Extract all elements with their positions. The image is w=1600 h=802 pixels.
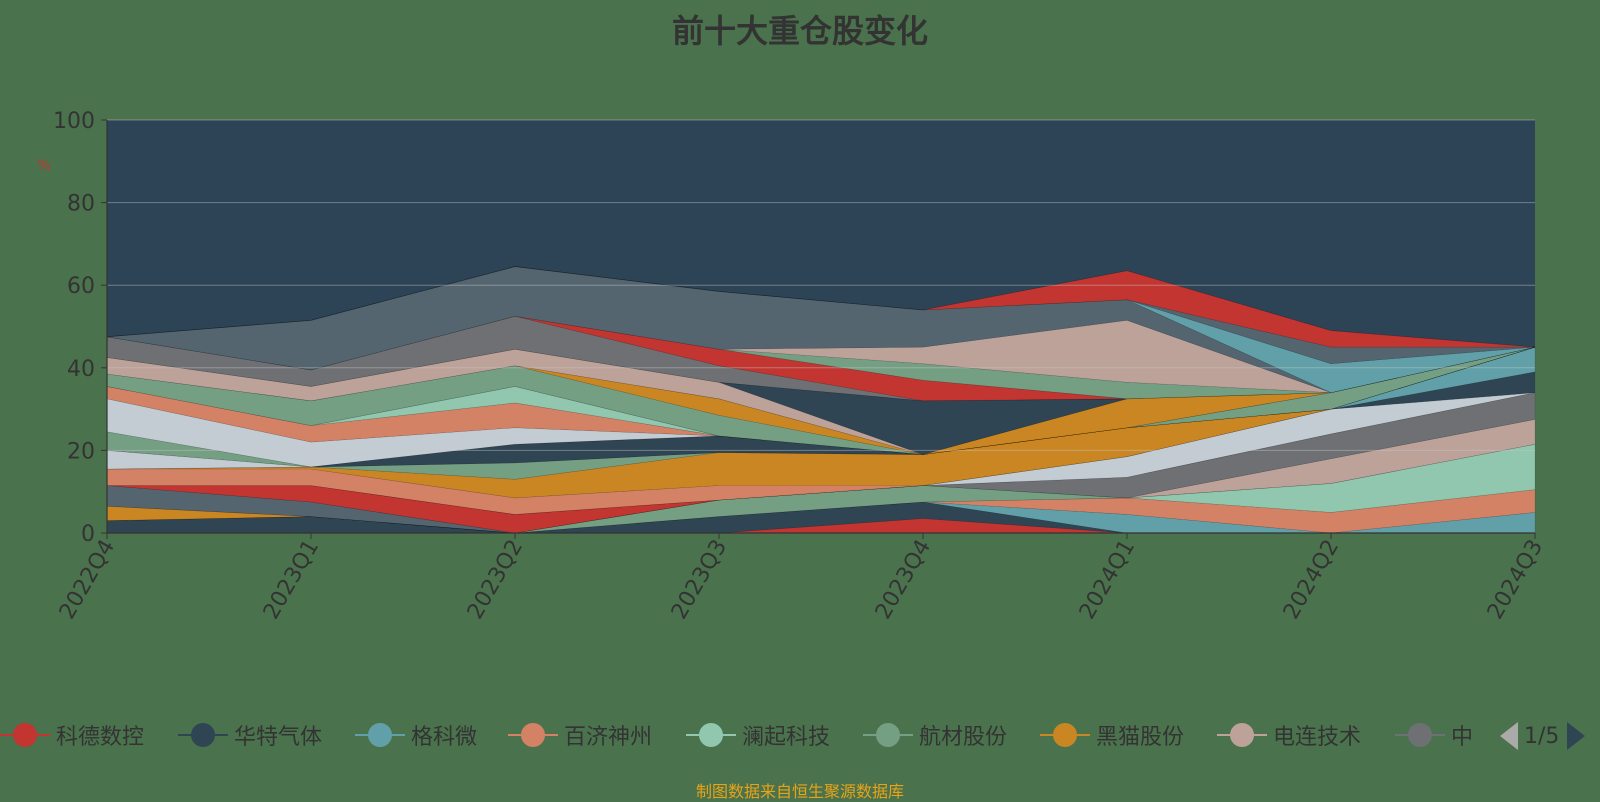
y-axis-unit: %: [37, 158, 50, 174]
legend-item[interactable]: 科德数控: [0, 716, 144, 754]
x-tick-label: 2024Q1: [1075, 536, 1140, 624]
legend-label: 科德数控: [56, 725, 145, 750]
y-tick-label: 80: [67, 192, 95, 217]
legend-item[interactable]: 华特气体: [178, 716, 322, 754]
source-note: 制图数据来自恒生聚源数据库: [695, 782, 904, 801]
legend-label: 澜起科技: [742, 725, 831, 750]
x-tick-label: 2023Q2: [463, 536, 528, 624]
x-tick-label: 2023Q1: [259, 536, 324, 624]
next-page-icon[interactable]: [1567, 722, 1586, 750]
y-tick-label: 40: [67, 357, 95, 382]
legend-symbol-icon: [686, 720, 736, 750]
legend-label: 黑猫股份: [1096, 725, 1185, 750]
prev-page-icon[interactable]: [1500, 722, 1518, 750]
y-tick-label: 60: [67, 274, 95, 299]
x-tick-label: 2023Q3: [667, 536, 732, 624]
legend-item[interactable]: 中: [1395, 716, 1473, 754]
legend: 科德数控 华特气体 格科微 百济神州 澜起科技 航材股份 黑猫股份 电连技术 中: [0, 716, 1600, 754]
legend-label: 中: [1451, 725, 1474, 750]
y-tick-label: 100: [53, 109, 95, 134]
chart-title: 前十大重仓股变化: [671, 12, 928, 50]
legend-symbol-icon: [1395, 720, 1445, 750]
legend-item[interactable]: 黑猫股份: [1040, 716, 1184, 754]
legend-label: 华特气体: [234, 725, 323, 750]
x-tick-label: 2024Q2: [1279, 536, 1344, 624]
legend-label: 格科微: [411, 725, 478, 750]
legend-pager: 1/5: [1500, 716, 1586, 756]
legend-symbol-icon: [178, 720, 228, 750]
legend-item[interactable]: 澜起科技: [686, 716, 830, 754]
y-tick-label: 0: [81, 522, 95, 547]
x-tick-label: 2024Q3: [1483, 536, 1548, 624]
legend-label: 百济神州: [564, 725, 653, 750]
legend-item[interactable]: 格科微: [355, 716, 477, 754]
legend-symbol-icon: [508, 720, 558, 750]
pager-label: 1/5: [1524, 723, 1560, 749]
legend-label: 航材股份: [919, 725, 1008, 750]
legend-symbol-icon: [1217, 720, 1267, 750]
legend-item[interactable]: 百济神州: [508, 716, 652, 754]
series-area-39[interactable]: [106, 266, 1536, 348]
legend-symbol-icon: [863, 720, 913, 750]
y-tick-label: 20: [67, 439, 95, 464]
x-tick-label: 2022Q4: [55, 536, 120, 624]
legend-item[interactable]: 电连技术: [1217, 716, 1361, 754]
stacked-area-chart: 0 20 40 60 80 100 2022Q4 2023Q1 2023Q2 2023Q3 2023…: [37, 109, 1548, 624]
legend-symbol-icon: [1040, 720, 1090, 750]
legend-symbol-icon: [355, 720, 405, 750]
legend-label: 电连技术: [1273, 725, 1362, 750]
legend-symbol-icon: [0, 720, 50, 750]
legend-item[interactable]: 航材股份: [863, 716, 1007, 754]
x-tick-label: 2023Q4: [871, 536, 936, 624]
